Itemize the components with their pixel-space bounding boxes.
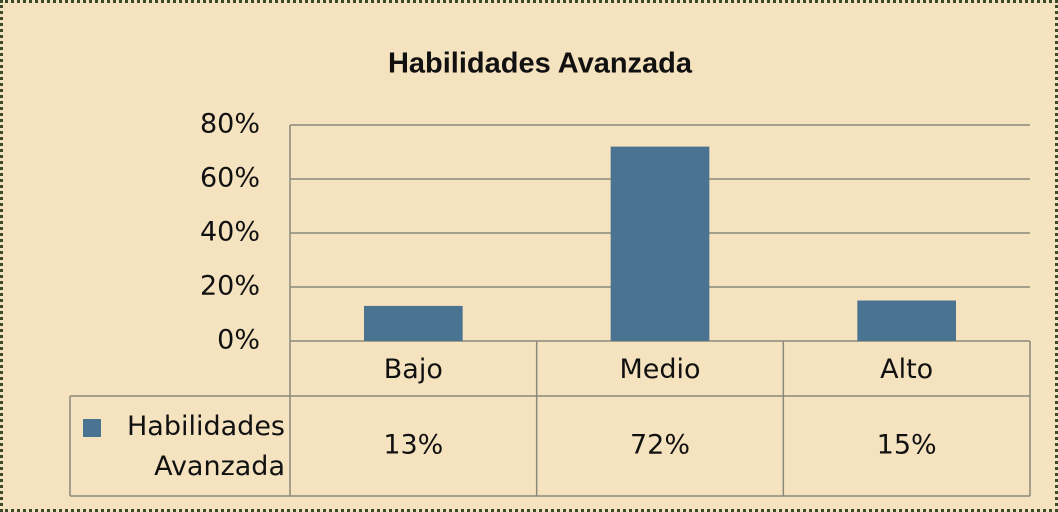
x-tick-label: Bajo — [384, 354, 443, 385]
y-tick-label: 20% — [200, 271, 260, 302]
chart-title: Habilidades Avanzada — [388, 48, 693, 80]
y-tick-label: 40% — [200, 217, 260, 248]
x-tick-label: Medio — [619, 354, 700, 385]
y-tick-label: 60% — [200, 163, 260, 194]
x-tick-label: Alto — [880, 354, 933, 385]
y-tick-label: 80% — [200, 109, 260, 140]
bar — [610, 146, 710, 341]
legend-entry: Habilidades Avanzada — [127, 411, 285, 482]
table-value: 13% — [383, 430, 443, 461]
bar — [857, 300, 956, 341]
table-value: 15% — [877, 430, 937, 461]
table-value: 72% — [630, 430, 690, 461]
y-tick-label: 0% — [217, 325, 260, 356]
chart: Habilidades Avanzada 0% 20% 40% 60% 80% Bajo 1… — [69, 48, 1031, 497]
bar — [364, 305, 463, 341]
legend-swatch — [83, 419, 101, 437]
